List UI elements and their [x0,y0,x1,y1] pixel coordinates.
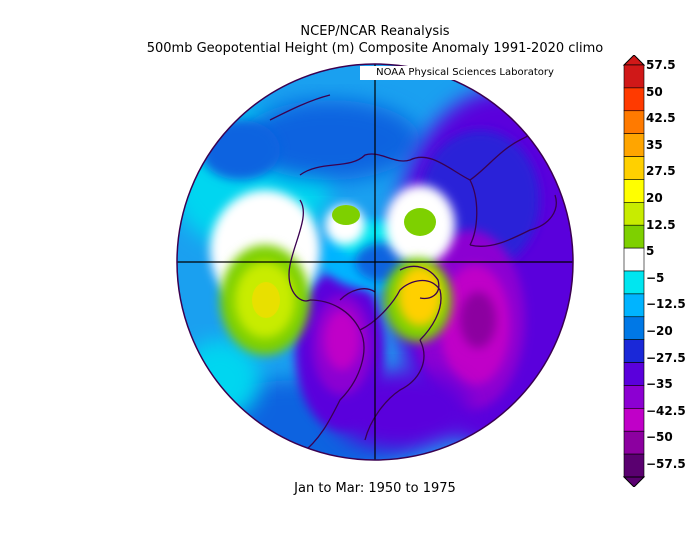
colorbar-tick-label: −35 [646,377,673,392]
colorbar-segment [623,179,645,203]
colorbar-segment [623,110,645,134]
colorbar-segment [623,87,645,112]
colorbar-segment [623,385,645,409]
colorbar-segment [623,453,645,478]
colorbar-tick-label: −12.5 [646,297,686,312]
colorbar-segment [623,224,645,249]
colorbar-tick-label: 35 [646,137,663,152]
colorbar-segment [623,202,645,226]
period-label: Jan to Mar: 1950 to 1975 [294,481,456,496]
colorbar-tick-label: −57.5 [646,457,686,471]
colorbar-tick-label: −27.5 [646,350,686,365]
colorbar-tick-label: 27.5 [646,164,676,179]
colorbar-tick-label: 5 [646,244,655,259]
colorbar-tick-label: 12.5 [646,217,676,232]
colorbar-segment [623,64,645,89]
colorbar [622,55,646,487]
colorbar-segment [623,362,645,386]
colorbar-segment [623,316,645,340]
colorbar-tick-label: 20 [646,191,663,205]
colorbar-segment [623,156,645,180]
colorbar-segment [623,430,645,455]
colorbar-tick-label: 42.5 [646,111,676,126]
colorbar-tick-label: −50 [646,430,673,445]
colorbar-segment [623,270,645,295]
colorbar-segment [623,339,645,363]
credit-label: NOAA Physical Sciences Laboratory [360,66,570,80]
colorbar-tick-label: −20 [646,324,673,338]
chart-title: NCEP/NCAR Reanalysis [300,24,450,39]
colorbar-tick-label: −42.5 [646,403,686,418]
colorbar-segment [623,293,645,318]
colorbar-segment [623,408,645,432]
anomaly-field [177,64,573,460]
colorbar-tick-label: 50 [646,84,663,99]
colorbar-min-arrow [622,476,646,487]
colorbar-segment [623,247,645,272]
chart-subtitle: 500mb Geopotential Height (m) Composite … [146,41,604,56]
colorbar-segment [623,133,645,157]
map-border [176,63,574,461]
colorbar-tick-label: 57.5 [646,58,676,72]
colorbar-tick-label: −5 [646,270,665,285]
colorbar-max-arrow [622,55,646,66]
